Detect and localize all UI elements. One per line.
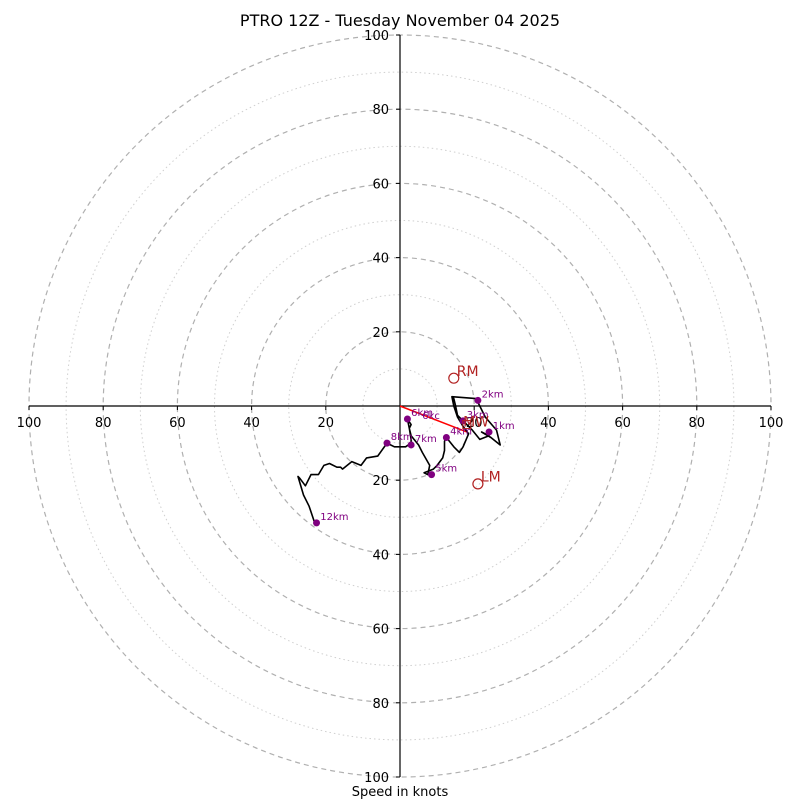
x-tick-label: 100 bbox=[17, 416, 42, 431]
y-tick-label: 80 bbox=[372, 103, 389, 118]
storm-motion-RM bbox=[448, 372, 460, 384]
storm-motion-label-RM: RM bbox=[457, 364, 479, 380]
height-label-7km: 7km bbox=[415, 434, 437, 445]
height-marker-1km bbox=[485, 428, 493, 436]
x-tick-label: 40 bbox=[540, 416, 557, 431]
shear-vector bbox=[399, 405, 468, 433]
height-marker-12km bbox=[313, 519, 321, 527]
y-tick-label: 60 bbox=[372, 623, 389, 638]
height-label-4km: 4km bbox=[450, 427, 472, 438]
chart-title: PTRO 12Z - Tuesday November 04 2025 bbox=[240, 11, 560, 30]
height-label-3km: 3km bbox=[467, 410, 489, 421]
y-tick-label: 20 bbox=[372, 474, 389, 489]
mean-wind-label: MW bbox=[463, 414, 489, 430]
y-tick-label: 40 bbox=[372, 252, 389, 267]
height-label-1km: 1km bbox=[493, 421, 515, 432]
mean-wind-marker bbox=[462, 420, 472, 430]
x-axis-label: Speed in knots bbox=[352, 785, 449, 800]
y-tick-label: 100 bbox=[364, 771, 389, 786]
height-label-extra: 6kc bbox=[422, 411, 440, 422]
height-label-6km: 6km bbox=[411, 408, 433, 419]
height-marker-4km bbox=[442, 434, 450, 442]
height-marker-2km bbox=[474, 396, 482, 404]
height-label-5km: 5km bbox=[435, 464, 457, 475]
height-marker-5km bbox=[428, 471, 436, 479]
x-tick-label: 60 bbox=[169, 416, 186, 431]
x-tick-label: 60 bbox=[614, 416, 631, 431]
storm-motion-LM bbox=[472, 478, 484, 490]
y-tick-label: 40 bbox=[372, 548, 389, 563]
y-tick-label: 80 bbox=[372, 697, 389, 712]
height-marker-6km bbox=[403, 415, 411, 423]
x-tick-label: 100 bbox=[759, 416, 784, 431]
height-label-8km: 8km bbox=[391, 432, 413, 443]
height-label-12km: 12km bbox=[320, 512, 348, 523]
y-tick-label: 20 bbox=[372, 326, 389, 341]
x-tick-label: 20 bbox=[318, 416, 335, 431]
hodograph-trace bbox=[297, 395, 502, 524]
y-tick-label: 60 bbox=[372, 177, 389, 192]
x-tick-label: 40 bbox=[243, 416, 260, 431]
height-marker-8km bbox=[383, 439, 391, 447]
storm-motion-label-LM: LM bbox=[481, 470, 501, 486]
y-tick-label: 100 bbox=[364, 29, 389, 44]
x-tick-label: 80 bbox=[95, 416, 112, 431]
height-label-2km: 2km bbox=[482, 389, 504, 400]
x-tick-label: 80 bbox=[689, 416, 706, 431]
height-marker-7km bbox=[407, 441, 415, 449]
